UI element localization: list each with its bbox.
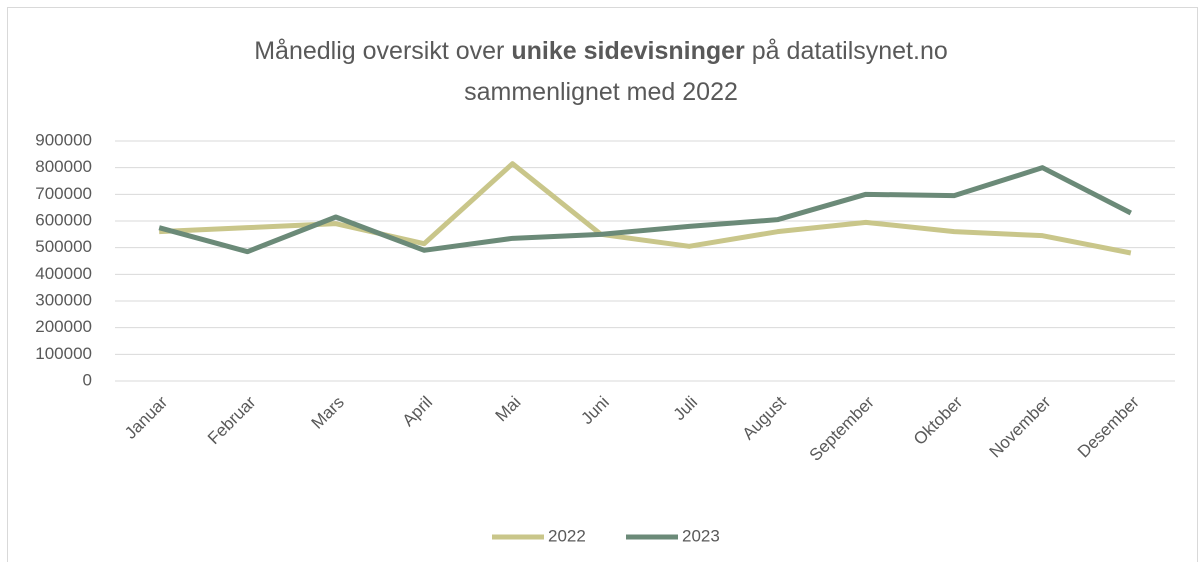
x-tick-label: Desember	[1074, 392, 1143, 461]
title-part: på datatilsynet.no	[752, 37, 948, 65]
x-tick-label: April	[399, 393, 436, 430]
y-tick-label: 100000	[35, 344, 92, 363]
legend-label: 2022	[548, 526, 586, 545]
y-tick-label: 600000	[35, 210, 92, 229]
legend-label: 2023	[682, 526, 720, 545]
y-tick-label: 400000	[35, 264, 92, 283]
title-part: unike sidevisninger	[511, 37, 745, 65]
x-tick-label: Januar	[121, 392, 171, 442]
title-part: sammenlignet med 2022	[464, 78, 738, 106]
y-tick-label: 700000	[35, 184, 92, 203]
y-tick-label: 500000	[35, 237, 92, 256]
x-tick-label: November	[986, 392, 1055, 461]
chart-border	[7, 7, 1198, 562]
x-tick-label: Mai	[492, 393, 525, 426]
x-tick-label: Februar	[204, 392, 260, 448]
x-tick-label: Juni	[577, 393, 612, 428]
x-tick-label: September	[806, 392, 878, 464]
series-line	[158, 165, 1132, 255]
chart-title: Månedlig oversikt over unike sidevisninge…	[254, 37, 948, 65]
y-tick-label: 300000	[35, 290, 92, 309]
y-tick-label: 900000	[35, 130, 92, 149]
x-tick-label: Juli	[670, 393, 701, 424]
x-tick-label: Mars	[308, 393, 348, 433]
series-line	[159, 161, 1132, 256]
y-tick-label: 200000	[35, 317, 92, 336]
title-part: Månedlig oversikt over	[254, 37, 504, 65]
y-tick-label: 800000	[35, 157, 92, 176]
x-tick-label: Oktober	[910, 392, 966, 448]
x-tick-label: August	[739, 392, 790, 443]
y-tick-label: 0	[83, 370, 92, 389]
chart-title: sammenlignet med 2022	[464, 78, 738, 106]
